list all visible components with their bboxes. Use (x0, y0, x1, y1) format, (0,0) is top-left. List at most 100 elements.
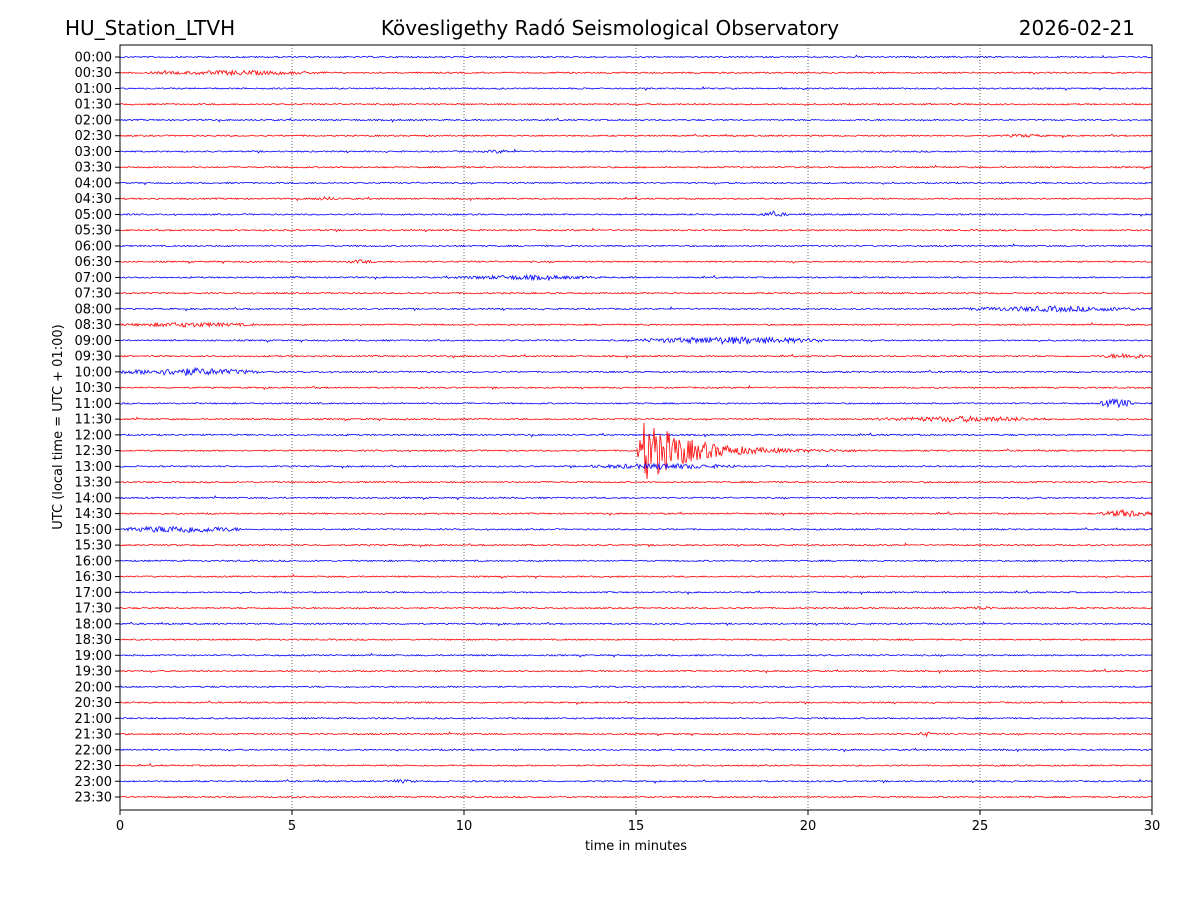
y-tick-label: 07:00 (75, 271, 112, 286)
trace-2330 (119, 795, 1153, 799)
trace-1430 (119, 508, 1153, 518)
trace-0600 (119, 243, 1153, 248)
trace-1300 (119, 462, 1153, 471)
chart-title: Kövesligethy Radó Seismological Observat… (381, 16, 839, 40)
trace-1030 (119, 384, 1153, 391)
y-tick-label: 16:00 (75, 554, 112, 569)
x-tick-label: 20 (800, 819, 817, 834)
y-tick-label: 06:00 (75, 239, 112, 254)
x-tick-label: 5 (288, 819, 296, 834)
y-tick-label: 17:30 (75, 602, 112, 617)
trace-1830 (120, 638, 1153, 641)
trace-1530 (120, 542, 1153, 548)
x-tick-label: 15 (628, 819, 645, 834)
y-tick-label: 15:30 (75, 539, 112, 554)
y-tick-label: 12:00 (75, 428, 112, 443)
trace-1930 (119, 668, 1153, 674)
y-tick-label: 01:00 (75, 82, 112, 97)
trace-0000 (119, 54, 1153, 59)
x-tick-label: 0 (116, 819, 124, 834)
x-tick-label: 10 (456, 819, 473, 834)
y-tick-label: 23:00 (75, 775, 112, 790)
y-tick-label: 04:00 (75, 176, 112, 191)
y-tick-label: 02:30 (75, 129, 112, 144)
trace-1100 (119, 398, 1153, 409)
y-tick-label: 20:00 (75, 680, 112, 695)
trace-1230 (119, 422, 1153, 480)
y-tick-label: 19:30 (75, 665, 112, 680)
traces (119, 54, 1153, 799)
trace-1400 (119, 495, 1153, 501)
trace-0700 (119, 273, 1153, 282)
trace-0200 (119, 117, 1153, 123)
trace-0930 (119, 352, 1153, 360)
y-tick-label: 22:00 (75, 743, 112, 758)
trace-0730 (119, 291, 1153, 295)
trace-1200 (119, 432, 1153, 438)
trace-1700 (119, 589, 1153, 596)
trace-1500 (119, 525, 1153, 534)
y-tick-label: 05:00 (75, 208, 112, 223)
y-tick-label: 06:30 (75, 255, 112, 270)
trace-0630 (119, 259, 1153, 265)
y-tick-label: 04:30 (75, 192, 112, 207)
y-tick-label: 20:30 (75, 696, 112, 711)
trace-0500 (119, 210, 1153, 218)
trace-1000 (119, 366, 1153, 376)
y-ticks: 00:0000:3001:0001:3002:0002:3003:0003:30… (75, 51, 120, 806)
y-tick-label: 03:00 (75, 145, 112, 160)
y-tick-label: 10:00 (75, 365, 112, 380)
y-tick-label: 13:00 (75, 460, 112, 475)
trace-0100 (119, 86, 1153, 91)
y-tick-label: 21:30 (75, 728, 112, 743)
trace-2130 (119, 731, 1153, 738)
y-tick-label: 16:30 (75, 570, 112, 585)
y-tick-label: 18:00 (75, 617, 112, 632)
y-tick-label: 09:00 (75, 334, 112, 349)
trace-0900 (119, 336, 1152, 346)
trace-0430 (119, 196, 1152, 202)
y-tick-label: 11:00 (75, 397, 112, 412)
y-tick-label: 22:30 (75, 759, 112, 774)
trace-0530 (120, 227, 1153, 233)
y-tick-label: 08:00 (75, 302, 112, 317)
y-tick-label: 11:30 (75, 413, 112, 428)
trace-2030 (119, 699, 1153, 706)
y-tick-label: 12:30 (75, 444, 112, 459)
x-tick-label: 30 (1144, 819, 1161, 834)
trace-2300 (119, 778, 1153, 784)
trace-1600 (119, 559, 1153, 563)
y-tick-label: 14:00 (75, 491, 112, 506)
trace-1330 (120, 480, 1153, 484)
trace-2230 (119, 762, 1152, 768)
trace-1730 (119, 606, 1153, 610)
trace-2200 (119, 747, 1153, 753)
y-tick-label: 18:30 (75, 633, 112, 648)
y-tick-label: 02:00 (75, 113, 112, 128)
y-tick-label: 03:30 (75, 161, 112, 176)
trace-1130 (119, 415, 1153, 424)
y-tick-label: 21:00 (75, 712, 112, 727)
y-tick-label: 05:30 (75, 224, 112, 239)
trace-0030 (119, 69, 1153, 77)
trace-0400 (119, 181, 1153, 186)
y-tick-label: 00:30 (75, 66, 112, 81)
y-tick-label: 14:30 (75, 507, 112, 522)
trace-1900 (119, 652, 1153, 658)
trace-0230 (120, 133, 1153, 139)
trace-0300 (119, 148, 1153, 154)
grid (291, 45, 981, 810)
y-tick-label: 01:30 (75, 98, 112, 113)
station-title: HU_Station_LTVH (65, 16, 235, 40)
trace-0830 (119, 321, 1153, 329)
trace-2100 (119, 716, 1153, 720)
x-tick-label: 25 (972, 819, 989, 834)
trace-0130 (119, 102, 1153, 107)
y-tick-label: 19:00 (75, 649, 112, 664)
y-tick-label: 07:30 (75, 287, 112, 302)
y-tick-label: 10:30 (75, 381, 112, 396)
y-tick-label: 17:00 (75, 586, 112, 601)
trace-0330 (119, 164, 1153, 170)
x-axis-label: time in minutes (585, 839, 687, 854)
